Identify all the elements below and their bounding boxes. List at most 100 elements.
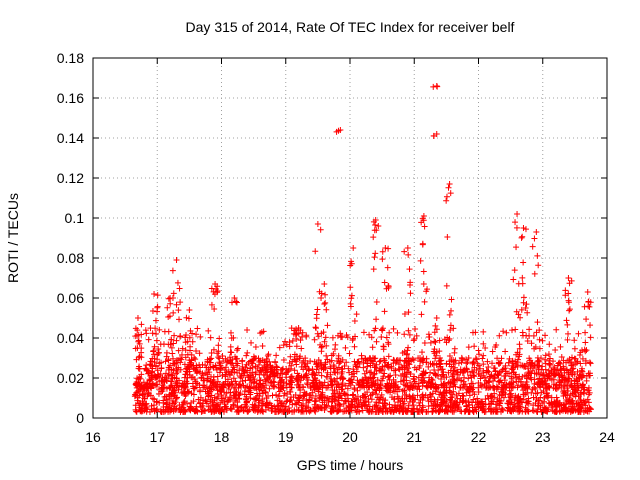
data-point [433, 352, 440, 359]
data-point [450, 368, 457, 375]
data-point [524, 399, 531, 406]
data-point [242, 384, 249, 391]
data-point [215, 401, 222, 408]
data-point [566, 307, 573, 314]
y-tick-label: 0.12 [57, 170, 84, 186]
data-point [277, 380, 284, 387]
data-point [243, 403, 250, 410]
data-point [167, 300, 174, 307]
data-point [458, 377, 465, 384]
data-point [513, 224, 520, 231]
data-point [443, 197, 450, 204]
data-point [155, 371, 162, 378]
data-point [484, 392, 491, 399]
data-point [566, 306, 573, 313]
data-point [279, 365, 286, 372]
data-point [237, 405, 244, 412]
data-point [158, 365, 165, 372]
data-point [552, 347, 559, 354]
data-point [390, 325, 397, 332]
data-point [144, 367, 151, 374]
x-tick-label: 21 [406, 429, 422, 445]
data-point [443, 193, 450, 200]
data-point [544, 373, 551, 380]
data-point [406, 393, 413, 400]
data-point [375, 223, 382, 230]
data-point [324, 356, 331, 363]
data-point [223, 358, 230, 365]
x-tick-label: 23 [535, 429, 551, 445]
data-point [222, 373, 229, 380]
data-point [430, 405, 437, 412]
data-point [447, 380, 454, 387]
data-point [311, 379, 318, 386]
data-point [351, 317, 358, 324]
data-point [299, 333, 306, 340]
data-point [319, 384, 326, 391]
data-point [373, 227, 380, 234]
data-point [312, 248, 319, 255]
data-point [286, 339, 293, 346]
data-point [383, 384, 390, 391]
data-point [516, 373, 523, 380]
data-point [230, 401, 237, 408]
data-point [248, 339, 255, 346]
data-point [244, 408, 251, 415]
data-point [539, 337, 546, 344]
data-point [275, 393, 282, 400]
data-point [228, 335, 235, 342]
data-point [197, 400, 204, 407]
data-point [136, 404, 143, 411]
data-point [345, 408, 352, 415]
data-point [253, 384, 260, 391]
y-axis-label: ROTI / TECUs [5, 193, 21, 283]
data-point [505, 359, 512, 366]
data-point [222, 394, 229, 401]
data-point [262, 365, 269, 372]
data-point [213, 383, 220, 390]
data-point [347, 284, 354, 291]
data-point [355, 358, 362, 365]
data-point [584, 404, 591, 411]
data-point [154, 292, 161, 299]
data-point [477, 404, 484, 411]
data-point [491, 365, 498, 372]
data-point [313, 315, 320, 322]
data-point [464, 359, 471, 366]
data-point [457, 395, 464, 402]
data-point [151, 407, 158, 414]
data-point [476, 351, 483, 358]
data-point [519, 280, 526, 287]
data-point [332, 369, 339, 376]
data-point [438, 375, 445, 382]
data-point [288, 384, 295, 391]
data-point [141, 395, 148, 402]
data-point [576, 406, 583, 413]
data-point [271, 383, 278, 390]
data-point [265, 351, 272, 358]
data-point [348, 398, 355, 405]
data-point [351, 343, 358, 350]
data-point [571, 337, 578, 344]
data-point [252, 363, 259, 370]
data-point [145, 390, 152, 397]
data-point [457, 384, 464, 391]
data-point [550, 384, 557, 391]
data-point [322, 299, 329, 306]
data-point [239, 357, 246, 364]
data-point [299, 407, 306, 414]
data-point [312, 384, 319, 391]
data-point [173, 337, 180, 344]
data-point [199, 408, 206, 415]
data-point [197, 333, 204, 340]
data-point [445, 369, 452, 376]
data-point [264, 352, 271, 359]
data-point [496, 391, 503, 398]
data-point [568, 277, 575, 284]
data-point [153, 398, 160, 405]
data-point [534, 390, 541, 397]
axis-ticks [92, 57, 608, 419]
data-point [379, 327, 386, 334]
data-point [137, 375, 144, 382]
data-point [351, 373, 358, 380]
